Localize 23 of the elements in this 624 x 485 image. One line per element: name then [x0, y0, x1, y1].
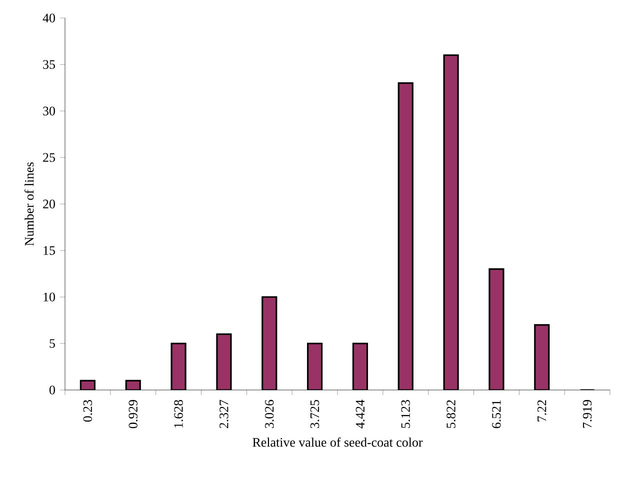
x-tick-label: 4.424 — [356, 400, 365, 428]
x-tick-label: 7.919 — [582, 400, 592, 428]
x-axis-title: Relative value of seed-coat color — [252, 437, 423, 447]
x-tick-label: 2.327 — [220, 400, 228, 428]
x-tick-label: 7.22 — [538, 400, 546, 422]
x-tick-label: 5.123 — [401, 400, 410, 428]
y-tick-label: 20 — [43, 200, 55, 208]
x-tick-label: 5.822 — [446, 400, 456, 428]
y-tick-label: 30 — [43, 106, 55, 116]
x-tick-label: 6.521 — [492, 400, 501, 428]
x-tick-label: 0.23 — [83, 400, 92, 422]
x-tick-label: 3.725 — [310, 400, 320, 428]
x-tick-label: 0.929 — [128, 400, 138, 428]
y-tick-label: 25 — [43, 153, 55, 162]
y-tick-label: 5 — [50, 339, 55, 348]
x-tick-label: 1.628 — [174, 400, 183, 428]
y-tick-label: 35 — [43, 60, 55, 69]
y-tick-label: 0 — [50, 386, 55, 394]
y-tick-label: 40 — [42, 14, 55, 22]
x-tick-label: 3.026 — [264, 400, 274, 428]
y-axis-title: Number of lines — [24, 162, 34, 246]
y-tick-label: 10 — [44, 292, 55, 302]
y-tick-label: 15 — [44, 246, 55, 255]
